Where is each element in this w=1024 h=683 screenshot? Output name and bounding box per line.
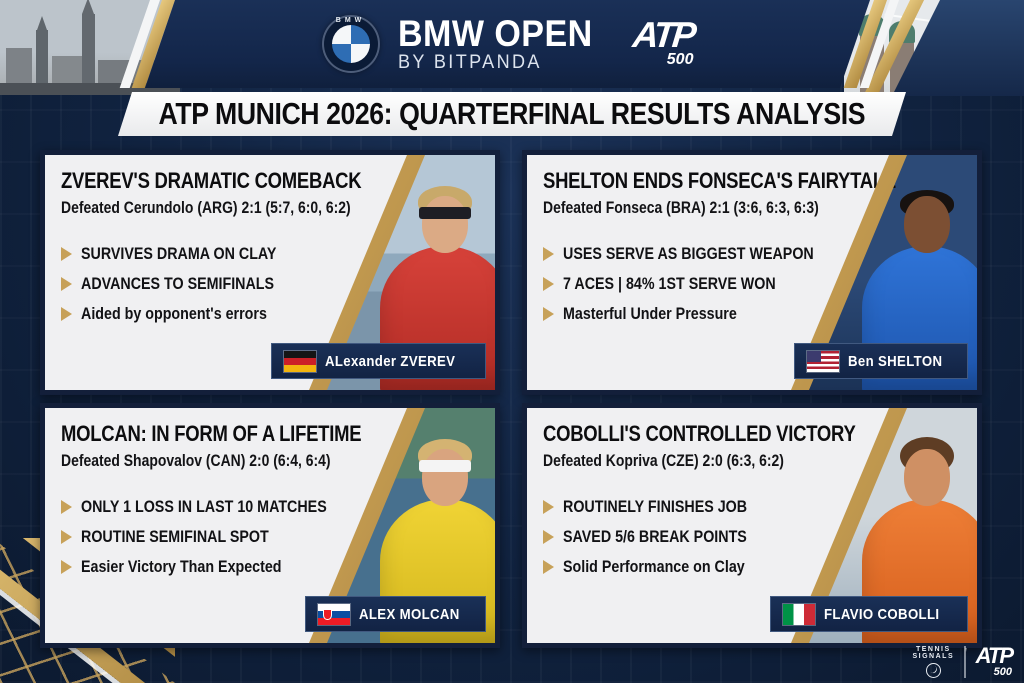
bullet-list: ROUTINELY FINISHES JOB SAVED 5/6 BREAK P… — [543, 497, 888, 577]
gold-arrow-icon — [61, 247, 72, 261]
gold-arrow-icon — [543, 307, 554, 321]
list-item: Masterful Under Pressure — [543, 304, 888, 324]
card-title: SHELTON ENDS FONSECA'S FAIRYTALE — [543, 168, 896, 193]
title-banner: ATP MUNICH 2026: QUARTERFINAL RESULTS AN… — [118, 92, 906, 136]
bullet-text: Aided by opponent's errors — [81, 304, 267, 323]
gold-arrow-icon — [61, 560, 72, 574]
result-card-molcan: MOLCAN: IN FORM OF A LIFETIME Defeated S… — [40, 403, 500, 648]
player-name: FLAVIO COBOLLI — [823, 605, 940, 623]
bmw-open-title: BMW OPEN — [397, 12, 593, 54]
bmw-open-wordmark: BMW OPEN BY BITPANDA — [398, 15, 610, 74]
player-nameplate: Ben SHELTON — [793, 343, 968, 379]
list-item: ROUTINELY FINISHES JOB — [543, 497, 888, 517]
germany-flag-icon — [283, 350, 316, 372]
footer-logos: TENNIS SIGNALS ATP 500 — [913, 642, 1014, 678]
card-subtitle: Defeated Cerundolo (ARG) 2:1 (5:7, 6:0, … — [61, 198, 351, 217]
italy-flag-icon — [782, 603, 815, 625]
bmw-roundel-letters: BMW — [335, 17, 366, 24]
result-card-cobolli: COBOLLI'S CONTROLLED VICTORY Defeated Ko… — [522, 403, 982, 648]
bullet-text: ROUTINE SEMIFINAL SPOT — [81, 527, 269, 546]
atp-wordmark: ATP — [631, 13, 696, 55]
bullet-list: USES SERVE AS BIGGEST WEAPON 7 ACES | 84… — [543, 244, 888, 324]
bullet-text: 7 ACES | 84% 1ST SERVE WON — [563, 274, 776, 293]
church-tower-silhouette — [36, 16, 48, 95]
gold-arrow-icon — [61, 530, 72, 544]
card-subtitle: Defeated Shapovalov (CAN) 2:0 (6:4, 6:4) — [61, 451, 331, 470]
result-card-shelton: SHELTON ENDS FONSECA'S FAIRYTALE Defeate… — [522, 150, 982, 395]
list-item: Solid Performance on Clay — [543, 557, 888, 577]
atp-tier-500: 500 — [666, 51, 694, 69]
list-item: SAVED 5/6 BREAK POINTS — [543, 527, 888, 547]
bullet-text: Masterful Under Pressure — [563, 304, 737, 323]
card-content: MOLCAN: IN FORM OF A LIFETIME Defeated S… — [61, 421, 406, 577]
player-name: Ben SHELTON — [847, 352, 943, 370]
gold-arrow-icon — [61, 277, 72, 291]
by-bitpanda-subtitle: BY BITPANDA — [397, 52, 542, 74]
card-subtitle: Defeated Kopriva (CZE) 2:0 (6:3, 6:2) — [543, 451, 784, 470]
card-content: ZVEREV'S DRAMATIC COMEBACK Defeated Ceru… — [61, 168, 406, 324]
bullet-text: ROUTINELY FINISHES JOB — [563, 497, 748, 516]
player-nameplate: ALEX MOLCAN — [304, 596, 486, 632]
player-head — [904, 196, 950, 253]
bullet-text: SURVIVES DRAMA ON CLAY — [81, 244, 277, 263]
result-card-zverev: ZVEREV'S DRAMATIC COMEBACK Defeated Ceru… — [40, 150, 500, 395]
gold-arrow-icon — [543, 500, 554, 514]
usa-flag-icon — [806, 350, 839, 372]
gold-arrow-icon — [543, 560, 554, 574]
player-headband — [419, 460, 471, 472]
player-nameplate: ALexander ZVEREV — [270, 343, 486, 379]
list-item: ROUTINE SEMIFINAL SPOT — [61, 527, 406, 547]
header-band: BMW BMW OPEN BY BITPANDA ATP 500 — [145, 0, 870, 88]
bullet-text: Easier Victory Than Expected — [81, 557, 282, 576]
list-item: ONLY 1 LOSS IN LAST 10 MATCHES — [61, 497, 406, 517]
tennis-signals-line1: TENNIS — [915, 645, 951, 653]
bullet-text: ONLY 1 LOSS IN LAST 10 MATCHES — [81, 497, 327, 516]
list-item: Easier Victory Than Expected — [61, 557, 406, 577]
bullet-text: USES SERVE AS BIGGEST WEAPON — [563, 244, 814, 263]
gold-arrow-icon — [543, 277, 554, 291]
atp-500-footer-logo: ATP 500 — [975, 642, 1014, 678]
card-title: COBOLLI'S CONTROLLED VICTORY — [543, 421, 856, 446]
town-hall-tower-silhouette — [82, 0, 95, 95]
list-item: USES SERVE AS BIGGEST WEAPON — [543, 244, 888, 264]
player-headband — [419, 207, 471, 219]
gold-arrow-icon — [61, 500, 72, 514]
slovakia-flag-icon — [317, 603, 350, 625]
atp-wordmark: ATP — [975, 642, 1014, 668]
card-content: COBOLLI'S CONTROLLED VICTORY Defeated Ko… — [543, 421, 888, 577]
atp-500-logo: ATP 500 — [633, 19, 693, 69]
card-title: ZVEREV'S DRAMATIC COMEBACK — [61, 168, 362, 193]
list-item: Aided by opponent's errors — [61, 304, 406, 324]
card-subtitle: Defeated Fonseca (BRA) 2:1 (3:6, 6:3, 6:… — [543, 198, 819, 217]
bmw-roundel-quarters — [332, 25, 370, 63]
player-nameplate: FLAVIO COBOLLI — [769, 596, 968, 632]
player-head — [904, 449, 950, 506]
list-item: 7 ACES | 84% 1ST SERVE WON — [543, 274, 888, 294]
bullet-text: ADVANCES TO SEMIFINALS — [81, 274, 275, 293]
player-name: ALEX MOLCAN — [358, 605, 460, 623]
bullet-list: SURVIVES DRAMA ON CLAY ADVANCES TO SEMIF… — [61, 244, 406, 324]
card-content: SHELTON ENDS FONSECA'S FAIRYTALE Defeate… — [543, 168, 896, 324]
tennis-ball-icon — [925, 663, 941, 678]
card-title: MOLCAN: IN FORM OF A LIFETIME — [61, 421, 362, 446]
gold-arrow-icon — [61, 307, 72, 321]
player-name: ALexander ZVEREV — [324, 352, 456, 370]
atp-tier-500: 500 — [993, 665, 1012, 678]
gold-arrow-icon — [543, 530, 554, 544]
tennis-signals-logo: TENNIS SIGNALS — [913, 646, 955, 678]
player-head — [422, 196, 468, 253]
list-item: ADVANCES TO SEMIFINALS — [61, 274, 406, 294]
gold-arrow-icon — [543, 247, 554, 261]
bullet-text: Solid Performance on Clay — [563, 557, 745, 576]
bullet-list: ONLY 1 LOSS IN LAST 10 MATCHES ROUTINE S… — [61, 497, 406, 577]
footer-divider — [964, 645, 966, 678]
tennis-signals-line2: SIGNALS — [912, 653, 955, 661]
bullet-text: SAVED 5/6 BREAK POINTS — [563, 527, 747, 546]
bmw-roundel-icon: BMW — [322, 15, 380, 73]
page-title: ATP MUNICH 2026: QUARTERFINAL RESULTS AN… — [158, 96, 866, 131]
player-head — [422, 449, 468, 506]
list-item: SURVIVES DRAMA ON CLAY — [61, 244, 406, 264]
